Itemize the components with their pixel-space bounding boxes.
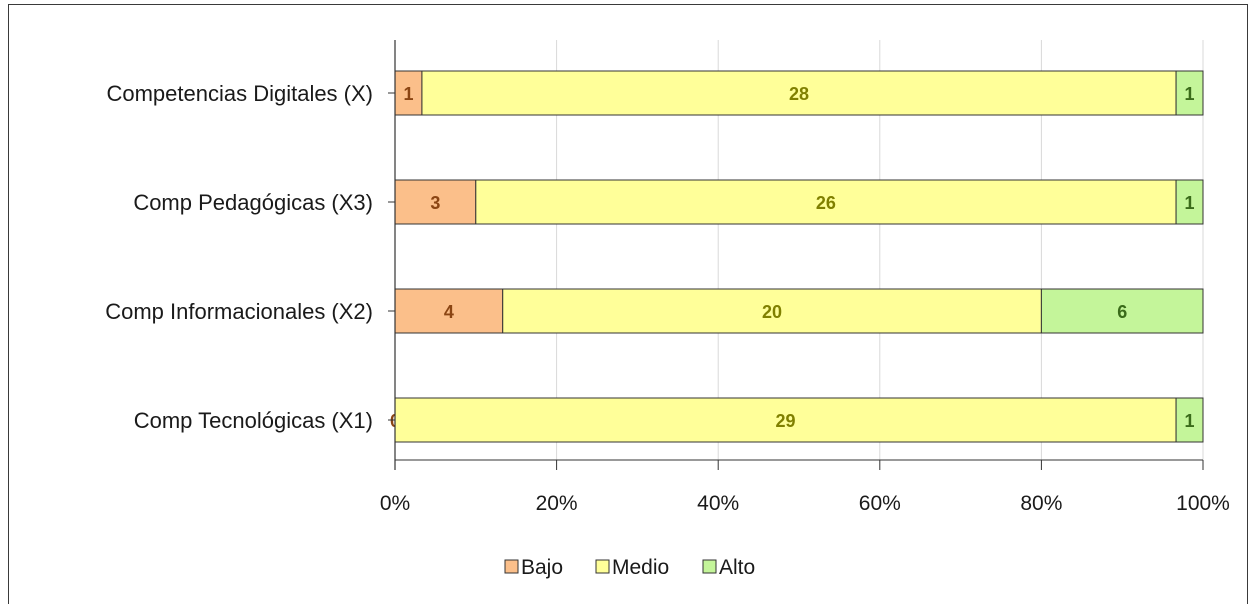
- bar-segment-medio: [394, 397, 1177, 443]
- data-label: 28: [789, 84, 809, 104]
- category-label: Comp Pedagógicas (X3): [133, 190, 373, 215]
- data-label: 1: [1185, 193, 1195, 213]
- bar-segment-alto: [1040, 288, 1204, 334]
- bars: 1281326142060291: [390, 70, 1204, 443]
- x-tick-label: 100%: [1176, 492, 1230, 515]
- axes: [388, 40, 1204, 470]
- data-label: 3: [430, 193, 440, 213]
- bar-segment-bajo: [394, 288, 504, 334]
- bar-segment-alto: [1175, 397, 1204, 443]
- bar-segment-medio: [502, 288, 1042, 334]
- legend-label: Alto: [719, 556, 755, 579]
- data-label: 6: [1117, 302, 1127, 322]
- data-label: 20: [762, 302, 782, 322]
- category-labels: Competencias Digitales (X) Comp Pedagógic…: [105, 81, 373, 433]
- data-label: 1: [403, 84, 413, 104]
- chart-frame: [8, 4, 1248, 604]
- legend-swatch: [702, 559, 717, 574]
- category-label: Comp Informacionales (X2): [105, 299, 373, 324]
- x-tick-label: 40%: [697, 492, 739, 515]
- category-label: Competencias Digitales (X): [106, 81, 373, 106]
- data-label: 4: [444, 302, 454, 322]
- bar-segment-bajo: [394, 70, 423, 116]
- bar-segment-medio: [475, 179, 1177, 225]
- data-label: 29: [776, 411, 796, 431]
- bar-segment-alto: [1175, 179, 1204, 225]
- x-tick-label: 0%: [380, 492, 410, 515]
- x-tick-label: 80%: [1020, 492, 1062, 515]
- legend: Bajo Medio Alto: [504, 556, 755, 579]
- legend-swatch: [504, 559, 519, 574]
- category-label: Comp Tecnológicas (X1): [134, 408, 373, 433]
- x-tick-label: 20%: [536, 492, 578, 515]
- data-label: 1: [1185, 84, 1195, 104]
- data-label: 26: [816, 193, 836, 213]
- bar-segment-alto: [1175, 70, 1204, 116]
- legend-label: Bajo: [521, 556, 563, 579]
- x-tick-labels: 0% 20% 40% 60% 80% 100%: [380, 492, 1230, 515]
- x-tick-label: 60%: [859, 492, 901, 515]
- legend-label: Medio: [612, 556, 669, 579]
- data-label: 1: [1185, 411, 1195, 431]
- bar-segment-bajo: [394, 179, 477, 225]
- legend-swatch: [595, 559, 610, 574]
